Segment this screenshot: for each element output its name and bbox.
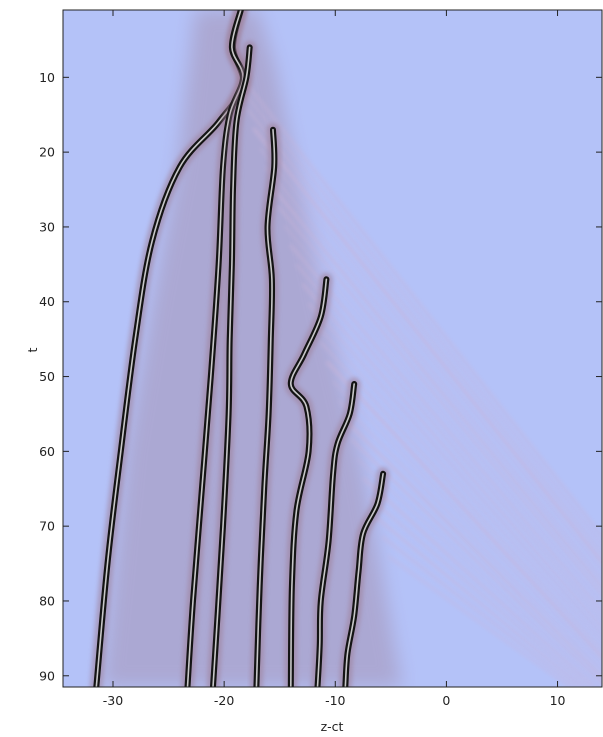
y-tick-label: 70 — [39, 519, 55, 534]
x-tick-label: 0 — [442, 693, 450, 708]
y-tick-label: 50 — [39, 369, 55, 384]
x-axis-label: z-ct — [321, 719, 344, 734]
y-tick-label: 80 — [39, 593, 55, 608]
y-tick-label: 20 — [39, 145, 55, 160]
y-axis-label: t — [25, 347, 40, 352]
x-tick-label: -10 — [325, 693, 345, 708]
y-tick-label: 40 — [39, 294, 55, 309]
y-tick-label: 60 — [39, 444, 55, 459]
x-tick-label: 10 — [550, 693, 566, 708]
y-tick-label: 10 — [39, 70, 55, 85]
y-tick-label: 30 — [39, 219, 55, 234]
x-tick-label: -20 — [214, 693, 234, 708]
y-tick-label: 90 — [39, 668, 55, 683]
x-tick-label: -30 — [103, 693, 123, 708]
